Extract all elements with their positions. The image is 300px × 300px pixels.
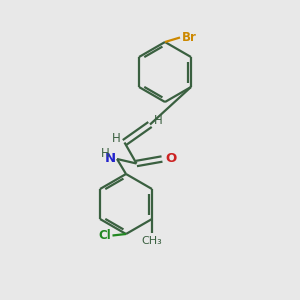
Text: Br: Br [182,31,197,44]
Text: H: H [112,132,121,146]
Text: Cl: Cl [98,229,111,242]
Text: CH₃: CH₃ [142,236,162,246]
Text: N: N [104,152,116,166]
Text: O: O [166,152,177,166]
Text: H: H [101,147,110,160]
Text: H: H [154,114,163,128]
